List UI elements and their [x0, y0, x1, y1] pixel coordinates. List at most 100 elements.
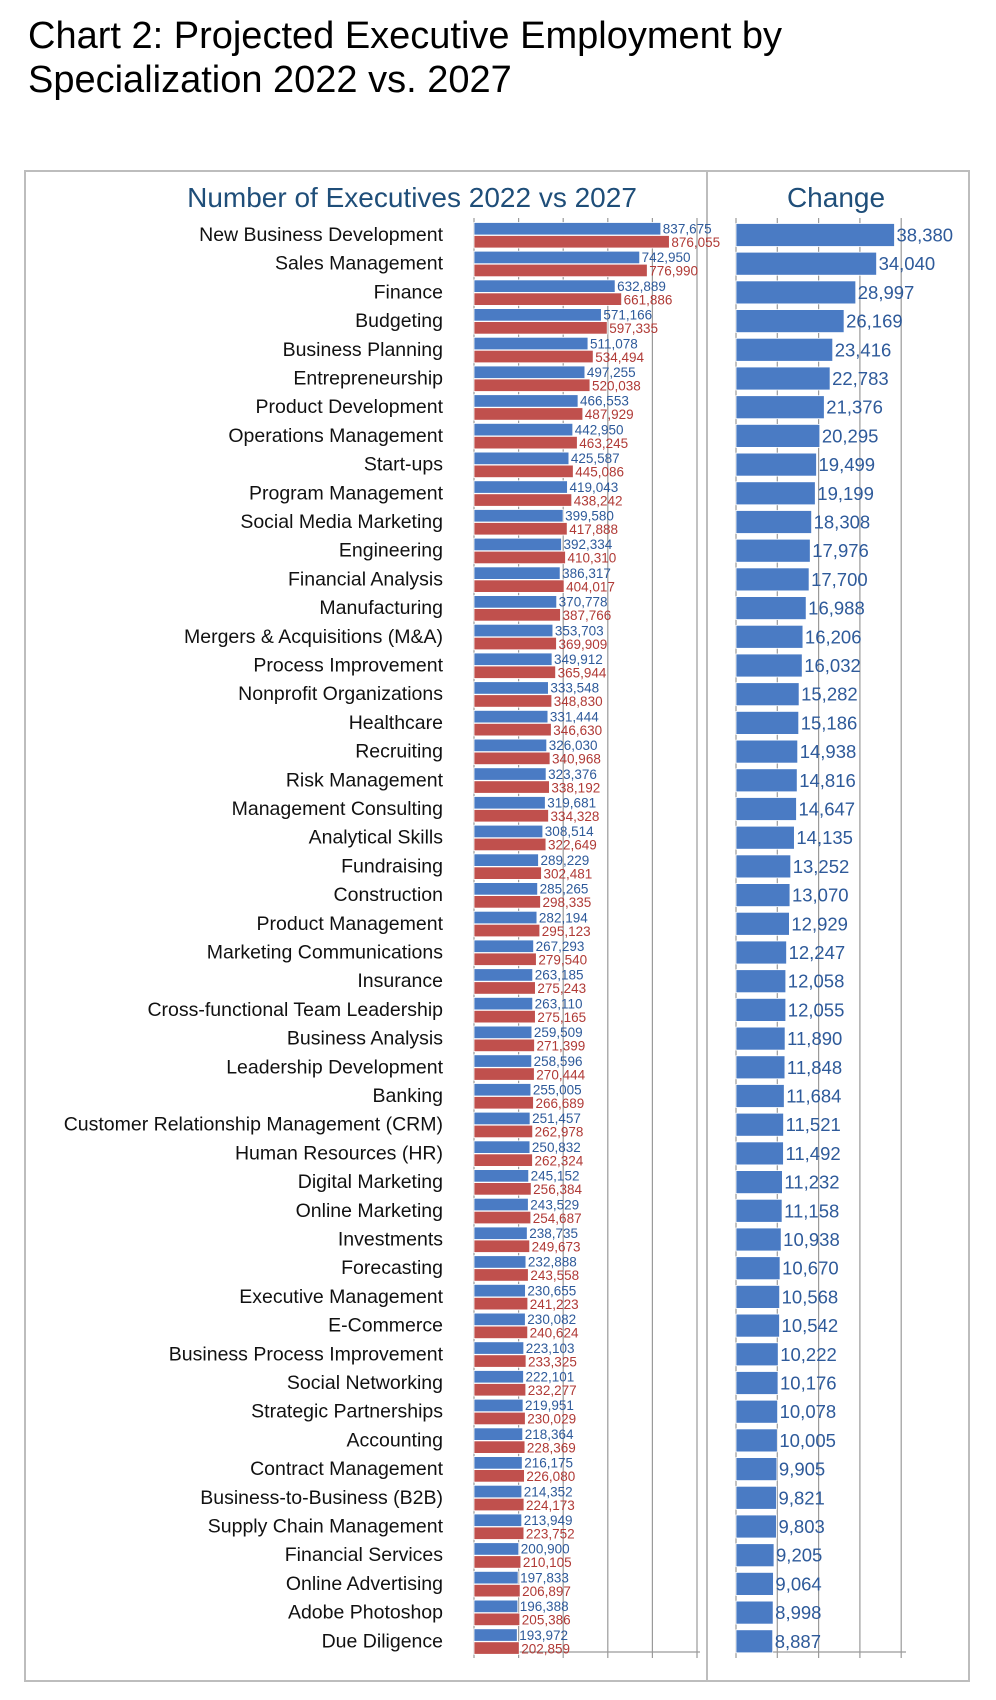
data-label-2027: 334,328 — [551, 809, 600, 824]
change-data-label: 14,938 — [800, 741, 857, 762]
change-data-label: 10,078 — [780, 1401, 837, 1422]
data-label-2027: 534,494 — [595, 350, 644, 365]
category-label: Sales Management — [275, 253, 444, 275]
data-label-2027: 205,386 — [522, 1613, 571, 1628]
category-label: Strategic Partnerships — [251, 1401, 443, 1423]
bar-2027 — [473, 522, 568, 536]
data-label-2022: 392,334 — [563, 537, 612, 552]
change-data-label: 28,997 — [858, 282, 915, 303]
change-data-label: 12,055 — [788, 999, 845, 1020]
data-label-2027: 206,897 — [522, 1584, 571, 1599]
data-label-2027: 270,444 — [536, 1067, 585, 1082]
bar-2027 — [473, 895, 541, 909]
bar-2022 — [473, 681, 549, 695]
change-bar — [735, 223, 895, 247]
change-bar — [735, 739, 799, 764]
data-label-2027: 202,859 — [521, 1641, 570, 1656]
category-label: Banking — [373, 1085, 443, 1107]
change-chart-title: Change — [787, 182, 885, 213]
category-label: Investments — [338, 1229, 443, 1251]
data-label-2027: 661,886 — [624, 292, 673, 307]
data-label-2027: 240,624 — [530, 1326, 579, 1341]
change-data-label: 11,521 — [786, 1114, 841, 1135]
bar-2027 — [473, 866, 542, 880]
bar-2027 — [473, 1010, 536, 1024]
bar-2027 — [473, 1067, 535, 1081]
bar-2027 — [473, 751, 551, 765]
change-data-label: 19,499 — [819, 454, 876, 475]
category-label: Cross-functional Team Leadership — [147, 999, 443, 1021]
bar-2022 — [473, 710, 549, 724]
change-data-label: 14,647 — [798, 799, 855, 820]
bar-2027 — [473, 1038, 535, 1052]
change-data-label: 12,247 — [789, 942, 846, 963]
change-data-label: 15,282 — [801, 684, 858, 705]
change-data-label: 14,816 — [799, 770, 856, 791]
bar-2022 — [473, 1628, 518, 1642]
change-data-label: 21,376 — [826, 397, 883, 418]
bar-2027 — [473, 1124, 534, 1139]
bar-2022 — [473, 336, 589, 351]
change-bar — [735, 1457, 778, 1481]
change-data-label: 26,169 — [846, 311, 903, 332]
change-data-label: 9,905 — [779, 1459, 825, 1480]
change-data-label: 11,848 — [787, 1057, 842, 1078]
data-label-2022: 632,889 — [617, 279, 666, 294]
data-label-2022: 837,675 — [663, 222, 712, 237]
bar-2022 — [473, 1197, 529, 1212]
bar-2022 — [473, 910, 538, 925]
bar-2027 — [473, 1153, 533, 1167]
data-label-2022: 331,444 — [550, 709, 599, 724]
category-label: Start-ups — [364, 454, 443, 476]
change-bar — [735, 251, 877, 276]
data-label-2022: 251,457 — [532, 1111, 581, 1126]
category-label: Insurance — [357, 970, 443, 992]
change-bar — [735, 682, 800, 707]
change-data-label: 12,929 — [791, 913, 848, 934]
change-bar — [735, 768, 798, 793]
change-bar — [735, 280, 857, 305]
change-data-label: 11,890 — [787, 1028, 842, 1049]
data-label-2027: 210,105 — [523, 1555, 572, 1570]
data-label-2022: 200,900 — [521, 1542, 570, 1557]
category-label: Financial Services — [285, 1544, 443, 1566]
category-label: Analytical Skills — [309, 827, 444, 849]
category-label: Process Improvement — [253, 655, 443, 677]
change-bar — [735, 337, 834, 362]
data-label-2027: 243,558 — [530, 1268, 579, 1283]
data-label-2022: 196,388 — [520, 1599, 569, 1614]
bar-2022 — [473, 1341, 525, 1355]
data-label-2027: 275,165 — [537, 1010, 586, 1025]
category-label: New Business Development — [199, 224, 443, 246]
bar-2027 — [473, 1411, 526, 1426]
category-label: Social Media Marketing — [240, 511, 443, 533]
bar-2022 — [473, 222, 662, 236]
change-data-label: 16,206 — [805, 626, 862, 647]
change-data-label: 13,070 — [792, 885, 849, 906]
change-bar — [735, 1227, 782, 1252]
data-label-2027: 232,277 — [528, 1383, 577, 1398]
data-label-2027: 271,399 — [537, 1039, 586, 1054]
bar-2022 — [473, 422, 574, 437]
data-label-2027: 520,038 — [592, 379, 641, 394]
bar-2027 — [473, 952, 537, 966]
data-label-2027: 365,944 — [558, 666, 607, 681]
data-label-2027: 876,055 — [671, 235, 720, 250]
bar-2022 — [473, 308, 602, 322]
bar-2022 — [473, 394, 579, 408]
data-label-2027: 322,649 — [548, 838, 597, 853]
bar-2022 — [473, 509, 564, 523]
data-label-2022: 213,949 — [524, 1513, 573, 1528]
change-bar — [735, 1514, 777, 1539]
change-data-label: 9,803 — [778, 1516, 824, 1537]
category-label: Product Management — [257, 913, 444, 935]
data-label-2022: 222,101 — [526, 1370, 575, 1385]
data-label-2027: 346,630 — [553, 723, 602, 738]
change-data-label: 38,380 — [897, 225, 954, 246]
change-bar — [735, 911, 790, 936]
bar-2022 — [473, 1169, 530, 1183]
bar-2022 — [473, 1312, 526, 1326]
bar-2027 — [473, 1584, 521, 1598]
bar-2022 — [473, 1398, 524, 1413]
category-label: Engineering — [339, 540, 443, 562]
